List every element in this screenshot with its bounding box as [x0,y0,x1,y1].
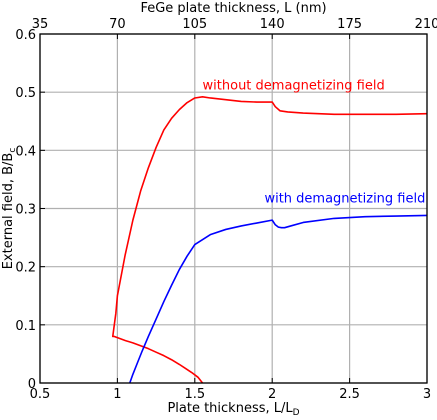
x-tick-label: 2 [268,387,276,402]
ticks [39,33,428,384]
y-tick-label: 0.5 [15,86,36,101]
top-axis-label: FeGe plate thickness, L (nm) [140,1,326,16]
series-label-0: without demagnetizing field [203,78,385,93]
x-tick-label: 2.5 [339,387,360,402]
y-axis-label-subscript: c [8,148,18,153]
x-tick-label: 3 [423,387,431,402]
x-tick-label: 0.5 [30,387,51,402]
series-label-1: with demagnetizing field [264,192,425,207]
y-tick-label: 0.4 [15,144,36,159]
x-axis-label: Plate thickness, L/LD [167,401,299,418]
top-tick-label: 175 [337,17,362,32]
y-axis-label-main: External field, B/B [1,153,16,270]
y-tick-label: 0.3 [15,203,36,218]
y-axis-label: External field, B/Bc [1,148,18,270]
x-axis-label-main: Plate thickness, L/L [167,401,293,416]
top-tick-label: 105 [182,17,207,32]
series-labels: without demagnetizing field with demagnet… [203,78,426,206]
y-tick-label: 0.6 [15,28,36,43]
series-line-0 [111,96,428,384]
tick-labels: 0.5 1 1.5 2 2.5 3 0 0.1 0.2 0.3 0.4 0.5 0.635 70 105 14… [15,17,437,402]
x-tick-label: 1 [113,387,121,402]
top-tick-label: 70 [109,17,126,32]
y-tick-label: 0.2 [15,261,36,276]
top-tick-label: 210 [415,17,437,32]
x-tick-label: 1.5 [184,387,205,402]
top-tick-label: 140 [260,17,285,32]
y-tick-label: 0 [28,377,36,392]
series-line-1 [129,214,428,384]
top-tick-label: 35 [32,17,49,32]
x-axis-label-subscript: D [293,408,300,418]
series-layer [111,96,428,384]
y-tick-label: 0.1 [15,319,36,334]
